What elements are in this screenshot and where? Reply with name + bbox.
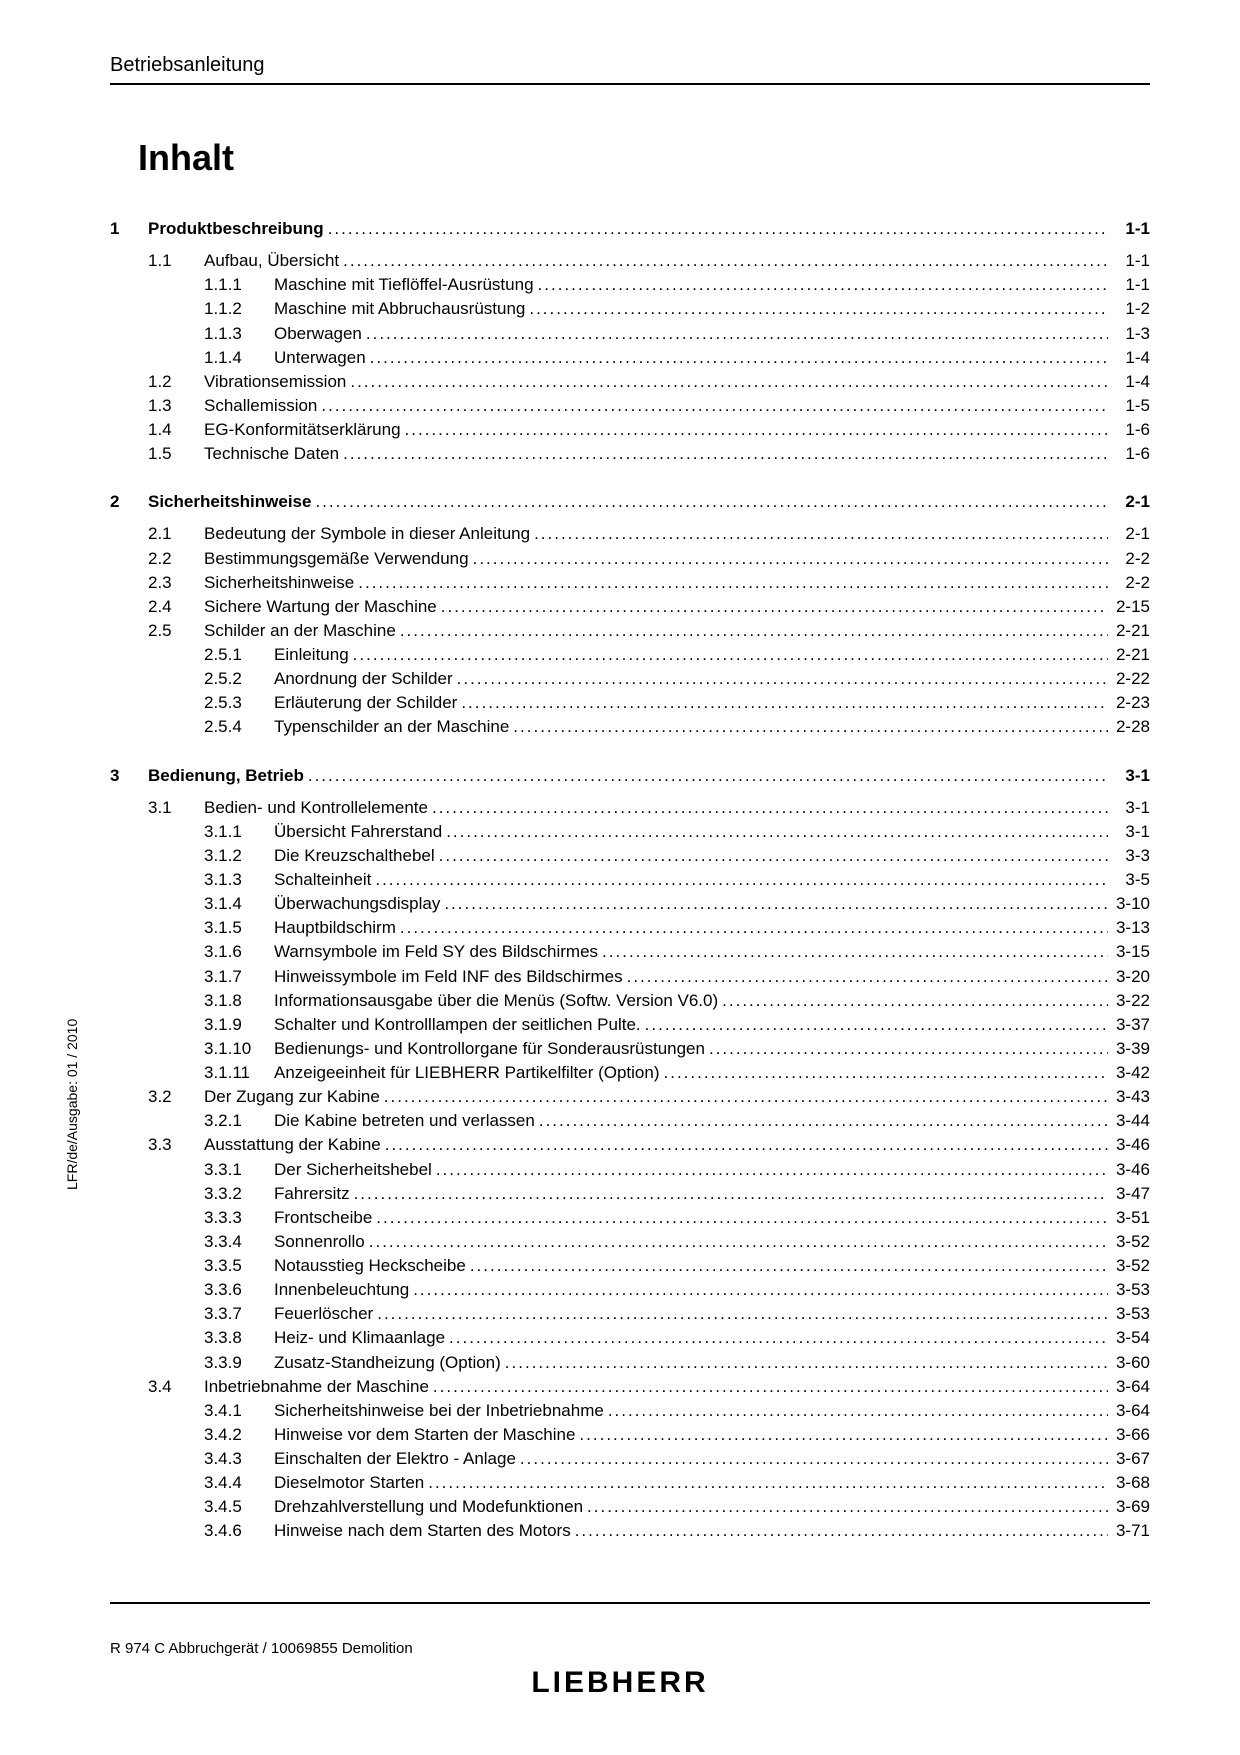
toc-row: 2.5.4Typenschilder an der Maschine......… — [110, 715, 1150, 739]
toc-row: 3.4.3Einschalten der Elektro - Anlage...… — [110, 1447, 1150, 1471]
toc-row: 3.1.5Hauptbildschirm....................… — [110, 916, 1150, 940]
table-of-contents: 1Produktbeschreibung....................… — [110, 217, 1150, 1544]
toc-row: 2.5.2Anordnung der Schilder.............… — [110, 667, 1150, 691]
toc-row: 1.1.1Maschine mit Tieflöffel-Ausrüstung.… — [110, 273, 1150, 297]
toc-row: 2.5Schilder an der Maschine.............… — [110, 619, 1150, 643]
toc-row: 1.2Vibrationsemission...................… — [110, 370, 1150, 394]
toc-row: 3.1.2Die Kreuzschalthebel...............… — [110, 844, 1150, 868]
toc-row: 3.3Ausstattung der Kabine...............… — [110, 1133, 1150, 1157]
toc-row: 3.1.7Hinweissymbole im Feld INF des Bild… — [110, 965, 1150, 989]
toc-row: 3.3.3Frontscheibe.......................… — [110, 1206, 1150, 1230]
toc-row: 2.2Bestimmungsgemäße Verwendung.........… — [110, 547, 1150, 571]
toc-row: 3.3.5Notausstieg Heckscheibe............… — [110, 1254, 1150, 1278]
toc-row: 2.3Sicherheitshinweise..................… — [110, 571, 1150, 595]
toc-row: 1.3Schallemission.......................… — [110, 394, 1150, 418]
toc-row: 3.1.3Schalteinheit......................… — [110, 868, 1150, 892]
toc-row: 1.4EG-Konformitätserklärung.............… — [110, 418, 1150, 442]
toc-row: 2Sicherheitshinweise....................… — [110, 490, 1150, 514]
toc-row: 3.3.4Sonnenrollo........................… — [110, 1230, 1150, 1254]
footer-logo: LIEBHERR — [0, 1666, 1240, 1700]
toc-row: 3.1.4Überwachungsdisplay................… — [110, 892, 1150, 916]
side-text: LFR/de/Ausgabe: 01 / 2010 — [64, 1019, 80, 1190]
toc-row: 2.5.1Einleitung.........................… — [110, 643, 1150, 667]
toc-row: 1.5Technische Daten.....................… — [110, 442, 1150, 466]
toc-row: 3.1.9Schalter und Kontrolllampen der sei… — [110, 1013, 1150, 1037]
toc-row: 2.4Sichere Wartung der Maschine.........… — [110, 595, 1150, 619]
toc-row: 3.4.1Sicherheitshinweise bei der Inbetri… — [110, 1399, 1150, 1423]
toc-row: 1.1.2Maschine mit Abbruchausrüstung.....… — [110, 297, 1150, 321]
toc-row: 3Bedienung, Betrieb.....................… — [110, 764, 1150, 788]
toc-row: 1.1.3Oberwagen..........................… — [110, 322, 1150, 346]
toc-row: 2.1Bedeutung der Symbole in dieser Anlei… — [110, 522, 1150, 546]
footer-rule — [110, 1602, 1150, 1604]
toc-row: 3.3.6Innenbeleuchtung...................… — [110, 1278, 1150, 1302]
toc-row: 3.3.1Der Sicherheitshebel...............… — [110, 1158, 1150, 1182]
toc-row: 3.4Inbetriebnahme der Maschine..........… — [110, 1375, 1150, 1399]
toc-row: 3.4.5Drehzahlverstellung und Modefunktio… — [110, 1495, 1150, 1519]
toc-row: 3.1.8Informationsausgabe über die Menüs … — [110, 989, 1150, 1013]
main-title: Inhalt — [138, 137, 1150, 179]
toc-row: 3.3.2Fahrersitz.........................… — [110, 1182, 1150, 1206]
toc-row: 3.4.6Hinweise nach dem Starten des Motor… — [110, 1519, 1150, 1543]
toc-row: 3.3.7Feuerlöscher.......................… — [110, 1302, 1150, 1326]
toc-row: 3.2.1Die Kabine betreten und verlassen..… — [110, 1109, 1150, 1133]
toc-row: 3.1.10Bedienungs- und Kontrollorgane für… — [110, 1037, 1150, 1061]
toc-row: 3.3.9Zusatz-Standheizung (Option).......… — [110, 1351, 1150, 1375]
toc-row: 1.1Aufbau, Übersicht....................… — [110, 249, 1150, 273]
toc-row: 3.1.1Übersicht Fahrerstand..............… — [110, 820, 1150, 844]
toc-row: 3.1.11Anzeigeeinheit für LIEBHERR Partik… — [110, 1061, 1150, 1085]
toc-row: 3.4.2Hinweise vor dem Starten der Maschi… — [110, 1423, 1150, 1447]
toc-row: 3.3.8Heiz- und Klimaanlage..............… — [110, 1326, 1150, 1350]
toc-row: 2.5.3Erläuterung der Schilder...........… — [110, 691, 1150, 715]
toc-row: 3.4.4Dieselmotor Starten................… — [110, 1471, 1150, 1495]
toc-row: 3.1Bedien- und Kontrollelemente.........… — [110, 796, 1150, 820]
toc-row: 1Produktbeschreibung....................… — [110, 217, 1150, 241]
toc-row: 3.1.6Warnsymbole im Feld SY des Bildschi… — [110, 940, 1150, 964]
toc-row: 3.2Der Zugang zur Kabine................… — [110, 1085, 1150, 1109]
header-title: Betriebsanleitung — [110, 54, 1150, 83]
header-rule — [110, 83, 1150, 85]
toc-row: 1.1.4Unterwagen.........................… — [110, 346, 1150, 370]
footer-left: R 974 C Abbruchgerät / 10069855 Demoliti… — [110, 1640, 413, 1657]
